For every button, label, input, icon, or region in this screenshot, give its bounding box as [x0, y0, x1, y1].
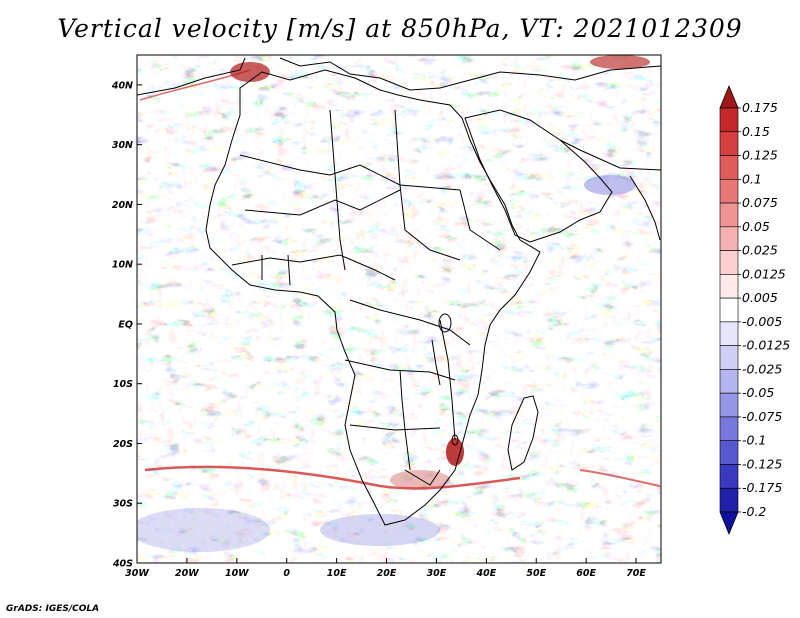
- x-tick-label: 20E: [377, 568, 397, 579]
- colorbar-bin: [719, 345, 739, 370]
- x-tick-label: 70E: [626, 568, 646, 579]
- y-tick-label: EQ: [118, 319, 133, 330]
- colorbar-bin: [719, 107, 739, 133]
- y-tick-label: 10S: [113, 379, 133, 390]
- x-tick-label: 10E: [327, 568, 347, 579]
- colorbar-bin: [719, 178, 739, 204]
- colorbar-label: -0.175: [742, 480, 782, 495]
- colorbar-label: 0.15: [742, 124, 770, 139]
- y-axis: 40N 30N 20N 10N EQ 10S 20S 30S 40S: [111, 80, 142, 570]
- colorbar-label: 0.125: [742, 148, 778, 163]
- x-tick-label: 30W: [125, 568, 149, 579]
- y-tick-label: 40N: [111, 80, 133, 91]
- colorbar-label: 0.075: [742, 195, 778, 210]
- colorbar-bin: [719, 202, 739, 228]
- colorbar-bin: [719, 131, 739, 156]
- colorbar-bin: [719, 392, 739, 418]
- x-tick-label: 30E: [427, 568, 447, 579]
- y-tick-label: 40S: [112, 559, 133, 570]
- colorbar-bin: [719, 274, 739, 299]
- colorbar-bin: [719, 250, 739, 275]
- colorbar-top-arrow: [719, 84, 739, 109]
- y-tick-label: 20N: [112, 200, 133, 211]
- colorbar-bin: [719, 440, 739, 465]
- x-tick-label: 40E: [475, 568, 496, 579]
- plot-frame: [136, 54, 662, 564]
- x-tick-label: 50E: [526, 568, 546, 579]
- colorbar-label: 0.025: [742, 243, 778, 258]
- colorbar-label: 0.175: [742, 100, 778, 115]
- colorbar-label: -0.075: [742, 409, 782, 424]
- colorbar-label: -0.005: [742, 314, 782, 329]
- colorbar-label: 0.1: [742, 171, 762, 186]
- y-tick-label: 30S: [113, 499, 133, 510]
- colorbar-bin: [719, 369, 739, 394]
- colorbar-bin: [719, 155, 739, 180]
- colorbar-label: 0.005: [742, 290, 778, 305]
- x-tick-label: 10W: [225, 568, 249, 579]
- credit-label: GrADS: IGES/COLA: [6, 604, 100, 614]
- colorbar-label: -0.125: [742, 456, 782, 471]
- x-tick-label: 20W: [175, 568, 199, 579]
- y-tick-label: 30N: [112, 140, 133, 151]
- colorbar-label: 0.0125: [742, 266, 786, 281]
- colorbar-bin: [719, 297, 739, 323]
- colorbar-label: -0.1: [742, 433, 766, 448]
- colorbar-label: -0.05: [742, 385, 774, 400]
- colorbar-label: -0.2: [742, 504, 766, 519]
- colorbar-bin: [719, 487, 739, 513]
- colorbar: 0.175 0.15 0.125 0.1 0.075 0.05 0.025 0.0125 0.0…: [719, 84, 790, 536]
- colorbar-label: -0.0125: [742, 338, 790, 353]
- colorbar-bin: [719, 464, 739, 489]
- x-tick-label: 0: [283, 568, 290, 579]
- colorbar-bin: [719, 321, 739, 346]
- colorbar-bin: [719, 226, 739, 251]
- colorbar-label: -0.025: [742, 361, 782, 376]
- coastlines: [137, 57, 661, 526]
- y-tick-label: 20S: [113, 439, 133, 450]
- x-tick-label: 60E: [576, 568, 596, 579]
- map-title: Vertical velocity [m/s] at 850hPa, VT: 2…: [57, 14, 743, 43]
- colorbar-bin: [719, 416, 739, 442]
- colorbar-bottom-arrow: [719, 511, 739, 536]
- x-axis: 30W 20W 10W 0 10E 20E 30E 40E 50E 60E 70E: [125, 558, 646, 579]
- y-tick-label: 10N: [112, 260, 133, 271]
- colorbar-label: 0.05: [742, 219, 770, 234]
- velocity-field: [137, 55, 661, 563]
